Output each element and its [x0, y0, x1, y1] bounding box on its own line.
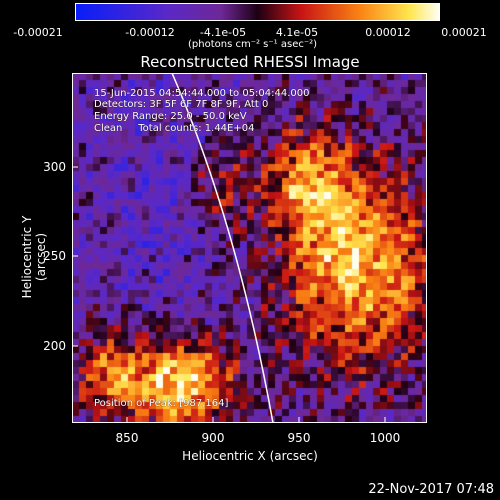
annotation-detectors: Detectors: 3F 5F 6F 7F 8F 9F, Att 0 [94, 99, 269, 110]
x-tick-label: 1000 [369, 431, 401, 445]
y-axis-label: Heliocentric Y (arcsec) [20, 215, 48, 299]
colorbar [75, 3, 440, 21]
annotation-peak-position: Position of Peak: [987,164] [94, 398, 229, 409]
x-tick-label: 850 [115, 431, 139, 445]
colorbar-tick: -0.00021 [13, 26, 63, 39]
colorbar-tick: 0.00012 [365, 26, 411, 39]
colorbar-tick: 0.00021 [441, 26, 487, 39]
solar-limb-curve [171, 73, 274, 423]
annotation-energy-range: Energy Range: 25.0 - 50.0 keV [94, 111, 247, 122]
rhessi-image-plot: 15-Jun-2015 04:54:44.000 to 05:04:44.000… [72, 73, 427, 423]
image-title: Reconstructed RHESSI Image [140, 53, 360, 71]
x-tick-label: 950 [287, 431, 311, 445]
y-tick-label: 250 [43, 249, 66, 263]
x-tick-label: 900 [201, 431, 225, 445]
x-axis-label: Heliocentric X (arcsec) [182, 449, 318, 463]
plot-overlay [72, 73, 427, 423]
colorbar-tick: 4.1e-05 [275, 26, 319, 39]
colorbar-unit-label: (photons cm⁻² s⁻¹ asec⁻²) [188, 39, 318, 50]
annotation-time-range: 15-Jun-2015 04:54:44.000 to 05:04:44.000 [94, 88, 310, 99]
footer-date: 22-Nov-2017 07:48 [368, 482, 494, 497]
y-tick-label: 200 [43, 339, 66, 353]
plot-frame [72, 73, 427, 423]
annotation-clean-counts: Clean Total counts: 1.44E+04 [94, 123, 255, 134]
y-tick-label: 300 [43, 160, 66, 174]
colorbar-gradient [75, 3, 440, 21]
colorbar-tick: -4.1e-05 [199, 26, 247, 39]
rhessi-heatmap [72, 73, 427, 423]
colorbar-tick: -0.00012 [125, 26, 175, 39]
